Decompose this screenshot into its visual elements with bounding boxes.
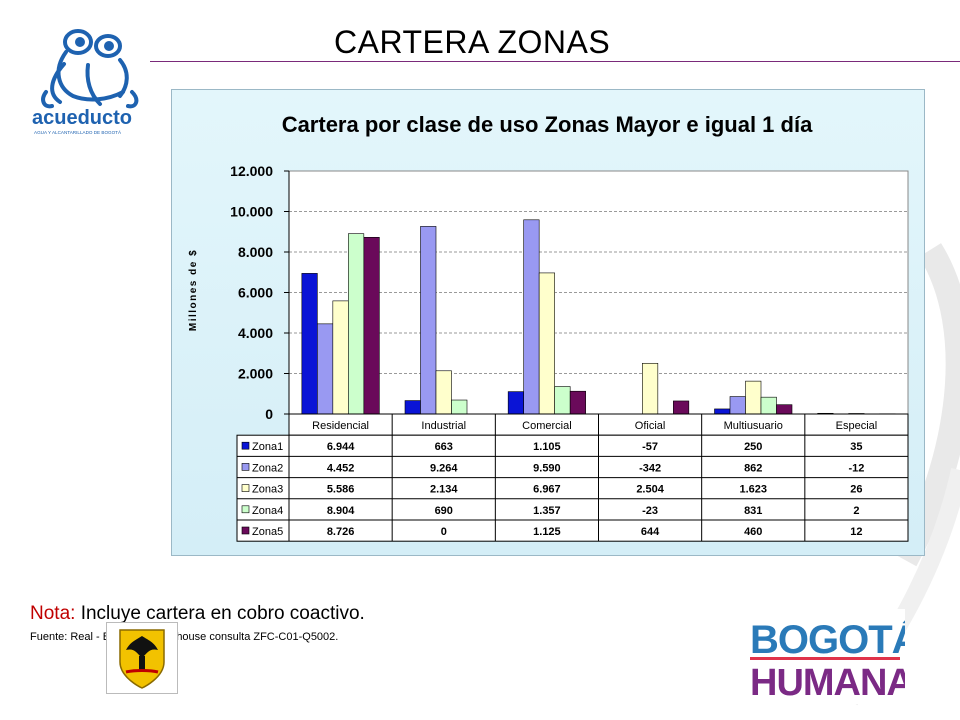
table-body [236,434,909,542]
category-label: Residencial [312,420,369,432]
note: Nota: Incluye cartera en cobro coactivo. [30,603,365,625]
legend-label-zona1: Zona1 [252,441,283,453]
data-label: 35 [850,441,862,453]
acueducto-logo-wordmark: acueducto [32,107,132,129]
category-label: Especial [836,420,878,432]
data-label: 690 [435,505,453,517]
bar-zona3-industrial [435,370,452,415]
chart-container: Cartera por clase de uso Zonas Mayor e i… [171,89,925,556]
bar-zona1-residencial [301,273,318,415]
bar-zona3-residencial [332,300,349,415]
data-label: 6.967 [533,484,561,496]
data-label: 862 [744,462,762,474]
category-label: Industrial [421,420,466,432]
y-tick-label: 6.000 [238,285,273,301]
data-label: 4.452 [327,462,355,474]
bar-zona5-comercial [569,390,586,415]
data-label: 2.504 [636,484,664,496]
bar-zona3-comercial [538,272,555,415]
bar-zona2-multiusuario [729,396,746,415]
bogota-humana-logo: BOGOTÁ HUMANA [744,609,905,704]
bar-zona2-residencial [317,323,334,415]
bar-zona4-comercial [554,386,571,415]
data-label: 2.134 [430,484,458,496]
data-label: 460 [744,526,762,538]
data-label: 831 [744,505,762,517]
data-label: 2 [853,505,859,517]
bogota-logo-line1: BOGOTÁ [750,617,905,662]
slide-title: CARTERA ZONAS [334,24,611,60]
y-axis-label: Millones de $ [188,249,199,331]
bar-chart: Cartera por clase de uso Zonas Mayor e i… [188,112,909,542]
bar-zona5-multiusuario [776,404,793,415]
note-label: Nota: [30,603,76,624]
y-tick-label: 4.000 [238,325,273,341]
bar-zona5-residencial [363,236,380,415]
bar-zona4-industrial [451,399,468,415]
bar-zona2-comercial [523,219,540,415]
category-label: Multiusuario [724,420,783,432]
legend-label-zona3: Zona3 [252,484,283,496]
bar-zona2-industrial [420,226,437,415]
data-label: 8.726 [327,526,355,538]
bar-zona4-multiusuario [760,396,777,415]
source-text: Fuente: Real - Business Warehouse consul… [30,631,339,643]
legend-swatch-zona3 [241,484,250,492]
data-label: 250 [744,441,762,453]
bar-zona3-oficial [642,362,659,415]
data-label: 1.105 [533,441,561,453]
data-label: 9.264 [430,462,458,474]
y-tick-label: 2.000 [238,366,273,382]
category-label: Comercial [522,420,572,432]
data-label: 0 [441,526,447,538]
y-tick-label: 8.000 [238,244,273,260]
y-tick-label: 12.000 [230,163,273,179]
bogota-logo-line2: HUMANA [750,662,905,704]
data-label: 644 [641,526,660,538]
bar-zona1-multiusuario [714,408,731,415]
data-label: 9.590 [533,462,561,474]
legend-swatch-zona5 [241,526,250,535]
legend-label-zona2: Zona2 [252,462,283,474]
data-label: -12 [848,462,864,474]
data-label: 1.623 [739,484,767,496]
acueducto-logo: acueducto AGUA Y ALCANTARILLADO DE BOGOT… [32,29,139,135]
legend-swatch-zona4 [241,505,250,514]
legend-label-zona4: Zona4 [252,505,283,517]
bar-zona4-residencial [348,233,365,415]
acueducto-logo-tagline: AGUA Y ALCANTARILLADO DE BOGOTÁ [34,129,122,135]
data-label: -342 [639,462,661,474]
y-tick-label: 10.000 [230,204,273,220]
data-label: 12 [850,526,862,538]
bar-zona1-industrial [404,400,421,415]
legend-swatch-zona2 [241,463,250,471]
legend-label-zona5: Zona5 [252,526,283,538]
bar-zona5-oficial [673,400,690,415]
coat-of-arms-icon [106,622,178,694]
bar-zona3-multiusuario [745,380,762,415]
data-label: 5.586 [327,484,355,496]
data-label: 8.904 [327,505,355,517]
y-tick-label: 0 [265,406,273,422]
data-label: -57 [642,441,658,453]
note-text: Incluye cartera en cobro coactivo. [75,603,365,624]
data-label: 1.125 [533,526,561,538]
data-label: -23 [642,505,658,517]
legend-swatch-zona1 [241,441,250,450]
bar-zona1-comercial [507,391,524,415]
chart-title: Cartera por clase de uso Zonas Mayor e i… [282,112,813,137]
category-label: Oficial [635,420,666,432]
title-underline [150,61,960,62]
data-label: 663 [435,441,453,453]
data-label: 1.357 [533,505,561,517]
data-label: 6.944 [327,441,355,453]
data-label: 26 [850,484,862,496]
